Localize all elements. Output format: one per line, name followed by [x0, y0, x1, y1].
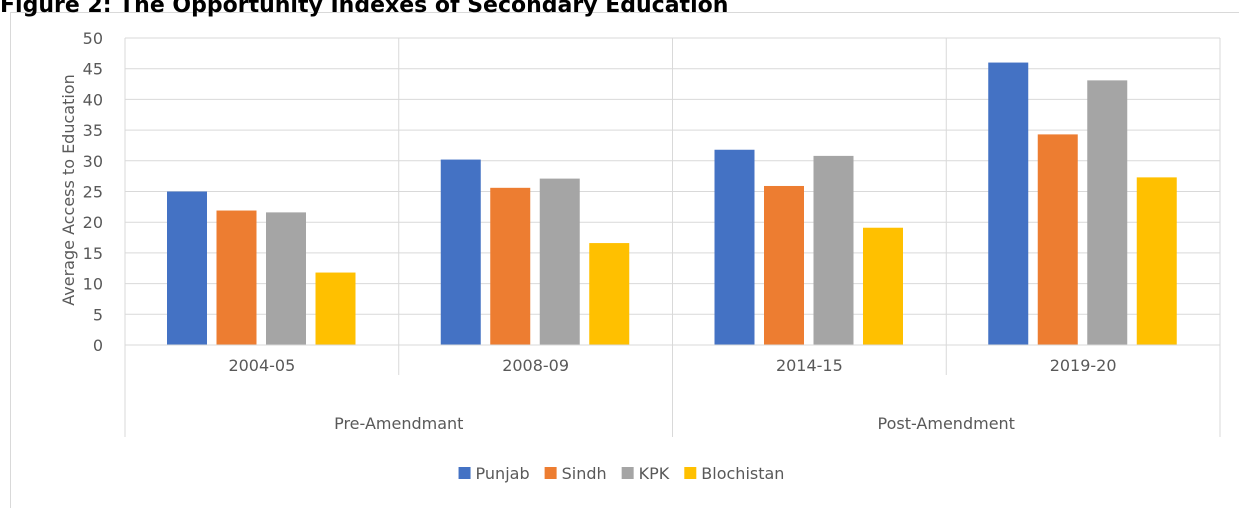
- bar: [1136, 177, 1177, 345]
- y-tick-label: 30: [83, 152, 103, 171]
- x-tick-label: 2008-09: [502, 356, 569, 375]
- group-label: Pre-Amendmant: [334, 414, 463, 433]
- x-tick-label: 2014-15: [776, 356, 843, 375]
- y-tick-label: 10: [83, 275, 103, 294]
- legend-swatch: [544, 467, 557, 479]
- group-label: Post-Amendment: [878, 414, 1015, 433]
- y-tick-label: 50: [83, 29, 103, 48]
- legend-label: Blochistan: [701, 464, 784, 483]
- y-axis-label: Average Access to Education: [59, 74, 78, 305]
- x-tick-label: 2004-05: [228, 356, 295, 375]
- legend-label: Sindh: [562, 464, 607, 483]
- bar: [863, 227, 903, 345]
- bar: [988, 62, 1029, 346]
- y-tick-label: 5: [93, 305, 103, 324]
- bar: [714, 149, 755, 345]
- bar: [589, 243, 630, 345]
- legend-swatch: [458, 467, 471, 479]
- bar: [1037, 134, 1078, 345]
- legend-label: Punjab: [476, 464, 530, 483]
- y-tick-label: 25: [83, 183, 103, 202]
- y-tick-label: 45: [83, 60, 103, 79]
- bar: [266, 212, 306, 345]
- bar: [490, 187, 531, 345]
- y-tick-label: 40: [83, 90, 103, 109]
- bar: [216, 210, 257, 345]
- bar: [764, 185, 804, 345]
- bar: [1087, 80, 1128, 345]
- bar: [539, 178, 580, 345]
- bar: [813, 155, 854, 345]
- legend-swatch: [684, 467, 697, 479]
- y-tick-label: 15: [83, 244, 103, 263]
- chart-title: Figure 2: The Opportunity Indexes of Sec…: [0, 0, 728, 18]
- legend-swatch: [621, 467, 634, 479]
- bar: [315, 272, 356, 345]
- y-tick-label: 20: [83, 213, 103, 232]
- y-tick-label: 35: [83, 121, 103, 140]
- legend-label: KPK: [639, 464, 670, 483]
- bar: [440, 159, 481, 345]
- y-tick-label: 0: [93, 336, 103, 355]
- x-tick-label: 2019-20: [1050, 356, 1117, 375]
- bar: [167, 191, 207, 345]
